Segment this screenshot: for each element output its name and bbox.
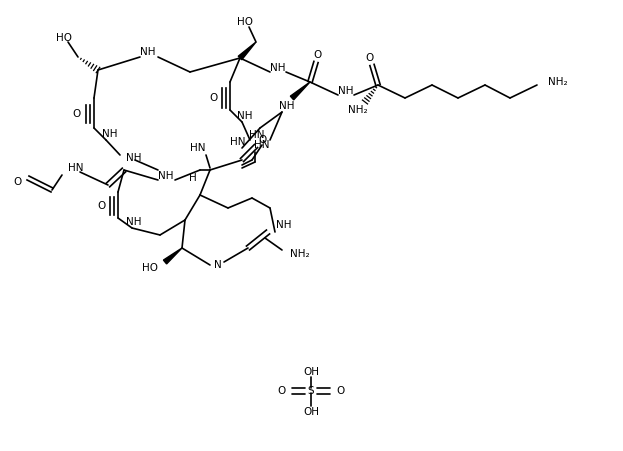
Text: O: O	[98, 201, 106, 211]
Text: O: O	[366, 53, 374, 63]
Text: OH: OH	[303, 367, 319, 377]
Text: S: S	[308, 386, 315, 396]
Text: NH: NH	[270, 63, 286, 73]
Text: HN: HN	[231, 137, 245, 147]
Text: NH₂: NH₂	[290, 249, 310, 259]
Text: O: O	[210, 93, 218, 103]
Text: O: O	[14, 177, 22, 187]
Text: HN: HN	[68, 163, 83, 173]
Polygon shape	[163, 248, 182, 264]
Text: NH: NH	[237, 111, 252, 121]
Text: O: O	[73, 109, 81, 119]
Text: O: O	[278, 386, 286, 396]
Polygon shape	[238, 42, 256, 60]
Text: H: H	[189, 173, 197, 183]
Text: O: O	[258, 135, 266, 145]
Text: NH₂: NH₂	[348, 105, 368, 115]
Text: HN: HN	[249, 130, 265, 140]
Text: NH: NH	[126, 217, 141, 227]
Text: N: N	[214, 260, 222, 270]
Text: NH: NH	[276, 220, 292, 230]
Text: NH: NH	[126, 153, 141, 163]
Text: HO: HO	[142, 263, 158, 273]
Text: NH: NH	[279, 101, 295, 111]
Text: NH: NH	[140, 47, 156, 57]
Text: NH: NH	[338, 86, 354, 96]
Text: HO: HO	[237, 17, 253, 27]
Text: HN: HN	[190, 143, 206, 153]
Text: O: O	[314, 50, 322, 60]
Text: NH: NH	[158, 171, 174, 181]
Polygon shape	[290, 82, 310, 100]
Text: HN: HN	[254, 140, 270, 150]
Text: NH₂: NH₂	[548, 77, 568, 87]
Text: HO: HO	[56, 33, 72, 43]
Text: O: O	[336, 386, 345, 396]
Text: OH: OH	[303, 407, 319, 417]
Text: NH: NH	[102, 129, 118, 139]
